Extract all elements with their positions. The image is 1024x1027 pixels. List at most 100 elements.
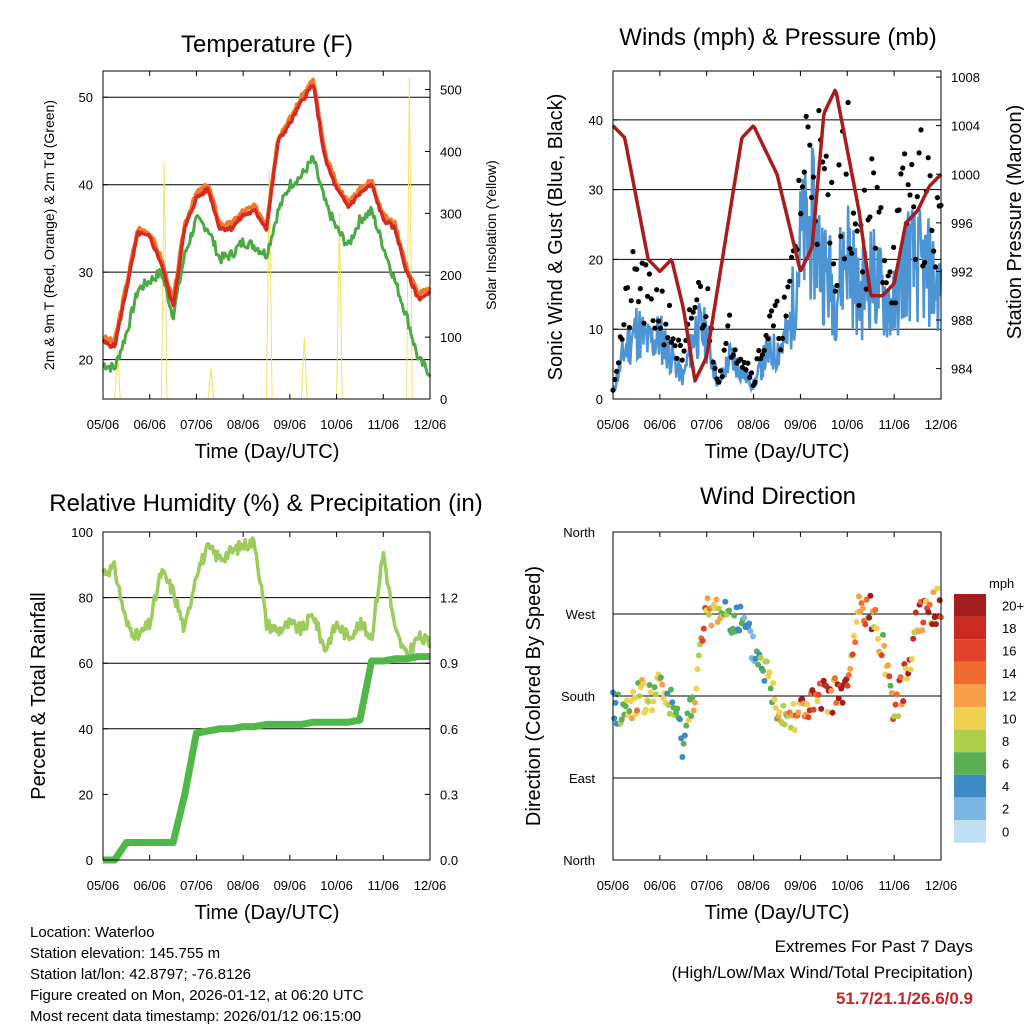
humidity-ytick-label: 20 [79,787,93,802]
created-text: Figure created on Mon, 2026-01-12, at 06… [30,987,364,1004]
direction-point [892,701,899,708]
gust-point [810,174,817,180]
humidity-ytick-label: 40 [79,722,93,737]
direction-point [657,674,664,681]
extremes-heading: Extremes For Past 7 Days [774,937,973,956]
gust-point [646,271,653,277]
gust-point [721,347,727,353]
speed-legend-label: 10 [1002,711,1016,726]
gust-point [634,266,640,272]
precip-y2tick-label: 0.6 [440,722,458,737]
direction-point [763,658,770,665]
direction-xtick-label: 07/06 [690,878,723,893]
gust-point [838,233,844,239]
gust-point [821,166,828,172]
humidity-xtick-label: 08/06 [227,878,260,893]
temperature-panel: Temperature (F) 05/06 06/06 07/06 08/06 09/0… [41,31,499,463]
speed-legend-swatch [954,594,986,617]
gust-point [637,286,643,292]
gust-point [768,308,775,314]
gust-point [756,348,762,354]
gust-point [641,320,647,326]
gust-point [652,325,658,331]
direction-point [903,675,910,682]
temperature-xtick-label: 12/06 [414,417,447,432]
gust-point [686,307,693,313]
gust-point [697,283,704,289]
humidity-ytick-label: 80 [79,591,93,606]
direction-point [930,589,937,596]
gust-point [656,318,662,324]
temperature-xlabel: Time (Day/UTC) [195,441,340,463]
gust-point [798,211,804,217]
direction-point [630,688,637,695]
gust-point [625,285,631,291]
gust-point [805,124,811,130]
humidity-ylabel: Percent & Total Rainfall [28,592,50,800]
direction-point [791,727,798,733]
direction-point [815,691,822,698]
winds-plot-frame [612,70,942,400]
humidity-xtick-label: 05/06 [87,878,120,893]
pressure-y2tick-label: 1008 [951,70,980,85]
temperature-2m-line [101,84,432,349]
winds-ytick-label: 0 [596,392,603,407]
gust-point [830,261,837,267]
direction-point [824,708,831,715]
gust-point [796,177,802,183]
direction-point [844,682,851,689]
gust-point [738,356,744,362]
precip-y2tick-label: 0.9 [440,656,458,671]
gust-point [843,171,849,177]
gust-point [650,318,656,324]
humidity-xlabel: Time (Day/UTC) [195,902,340,924]
gust-point [681,348,687,354]
gust-point [752,379,758,385]
gust-point [776,335,782,342]
gust-point [841,256,848,262]
precip-y2tick-label: 0.3 [440,787,458,802]
gust-point [891,244,897,250]
gust-point [801,169,807,175]
precip-y2tick-label: 1.2 [440,591,458,606]
humidity-title: Relative Humidity (%) & Precipitation (i… [49,490,482,517]
gust-point [619,336,625,342]
direction-point [693,685,700,692]
direction-point [622,703,629,710]
gust-point [648,296,654,302]
direction-point [752,655,759,662]
gust-point [931,248,937,254]
direction-point [704,595,711,602]
direction-point [628,715,635,722]
direction-xtick-label: 10/06 [831,878,864,893]
direction-point [642,706,649,713]
precip-y2tick-label: 0.0 [440,853,458,868]
speed-legend-swatch [954,774,986,798]
speed-legend-label: 12 [1002,689,1016,704]
gust-point [785,284,791,290]
winds-xtick-label: 07/06 [690,417,723,432]
gust-point [621,322,627,328]
pressure-y2tick-label: 1004 [951,119,980,134]
direction-point [669,699,676,706]
direction-point [853,619,860,625]
dewpoint-2m-line [102,154,432,378]
direction-point [867,592,874,599]
direction-point [814,698,821,704]
direction-point [636,693,643,700]
direction-xtick-label: 11/06 [878,878,910,893]
direction-point [893,691,900,698]
speed-legend-label: 4 [1002,779,1009,794]
direction-point [874,635,881,642]
gust-point [823,153,829,159]
temperature-ytick-label: 20 [79,353,93,368]
gust-point [905,182,911,188]
gust-point [732,347,738,353]
direction-ytick-label: South [561,689,595,704]
direction-title: Wind Direction [700,483,856,510]
gust-point [665,335,671,341]
gust-point [703,314,709,320]
speed-legend-label: 16 [1002,644,1016,659]
direction-point [795,709,802,716]
pressure-y2tick-label: 988 [951,313,973,328]
